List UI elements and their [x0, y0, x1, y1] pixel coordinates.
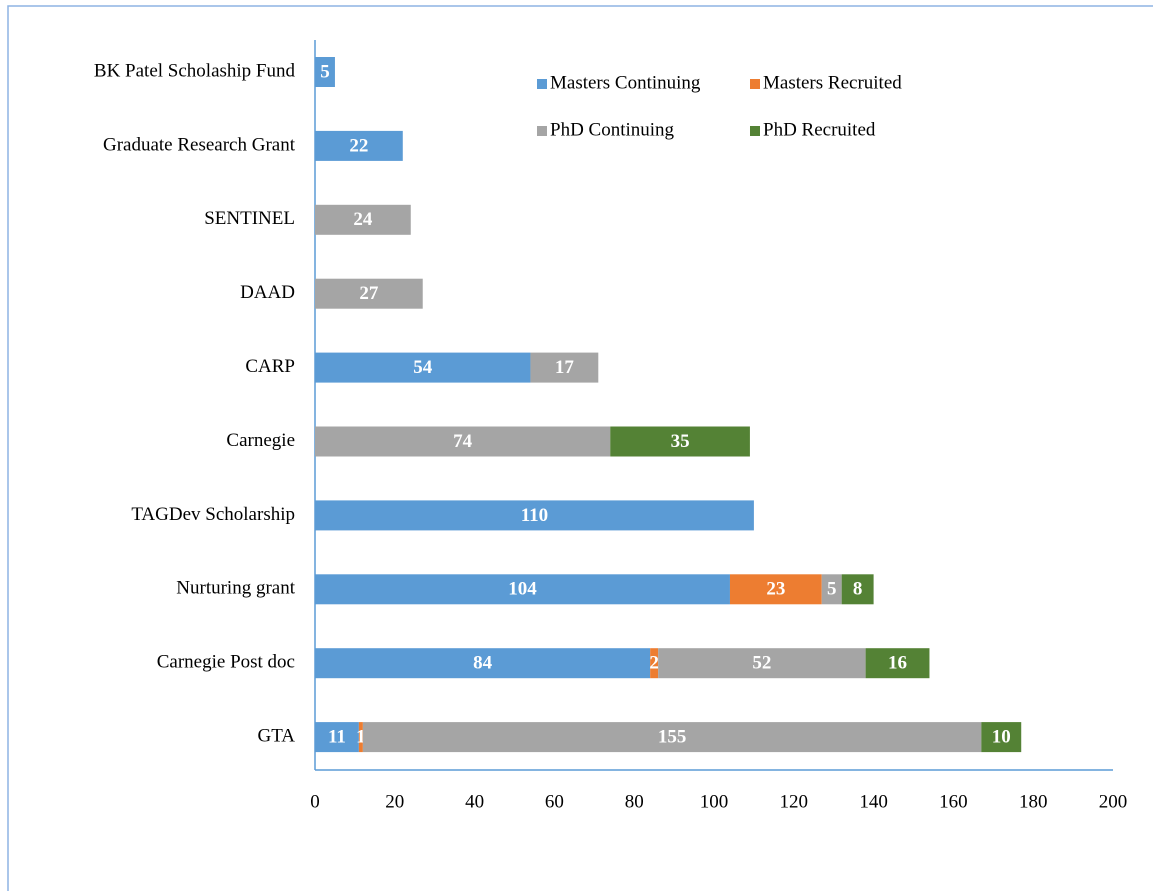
legend-swatch — [750, 79, 760, 89]
bar-segment — [315, 722, 359, 753]
bar-segment — [315, 574, 730, 605]
bar-segment — [821, 574, 842, 605]
data-label: 155 — [658, 726, 687, 747]
legend-swatch — [537, 126, 547, 136]
bar-segment — [981, 722, 1022, 753]
x-tick-label: 180 — [1019, 791, 1048, 812]
x-tick-label: 20 — [385, 791, 404, 812]
legend-label: PhD Continuing — [550, 119, 675, 140]
bar-segment — [315, 352, 531, 383]
bar-segment — [315, 500, 754, 531]
y-tick-label: CARP — [245, 356, 295, 377]
y-tick-label: GTA — [257, 725, 295, 746]
legend-swatch — [750, 126, 760, 136]
bar-segment — [315, 130, 403, 161]
bar-segment — [729, 574, 822, 605]
bar-segment — [315, 57, 335, 87]
y-tick-label: Nurturing grant — [176, 578, 295, 599]
y-tick-label: DAAD — [240, 282, 295, 303]
x-tick-label: 40 — [465, 791, 484, 812]
data-label: 104 — [508, 579, 537, 600]
x-tick-label: 100 — [700, 791, 729, 812]
x-tick-label: 0 — [310, 791, 320, 812]
x-tick-label: 200 — [1099, 791, 1128, 812]
bar-segment — [315, 426, 611, 457]
frame — [7, 5, 1153, 891]
y-tick-label: Carnegie — [226, 430, 295, 451]
bar-segment — [865, 648, 930, 679]
bar-segment — [358, 722, 363, 753]
x-tick-label: 80 — [625, 791, 644, 812]
bar-segment — [315, 648, 651, 679]
bar-segment — [841, 574, 874, 605]
data-label: 10 — [992, 726, 1011, 747]
y-tick-label: Carnegie Post doc — [157, 652, 295, 673]
data-label: 35 — [671, 431, 690, 452]
bar-segment — [362, 722, 982, 753]
bar-segment — [658, 648, 866, 679]
bar-segment — [610, 426, 750, 457]
data-label: 23 — [766, 579, 785, 600]
data-label: 22 — [349, 135, 368, 156]
data-label: 17 — [555, 357, 575, 378]
bar-segment — [530, 352, 599, 383]
bar-segment — [650, 648, 659, 679]
data-label: 27 — [359, 283, 379, 304]
bar-segment — [315, 278, 423, 309]
data-label: 1 — [356, 726, 366, 747]
bar-segment — [315, 204, 411, 235]
x-tick-label: 60 — [545, 791, 564, 812]
data-label: 8 — [853, 579, 863, 600]
y-tick-label: Graduate Research Grant — [103, 134, 296, 155]
legend-label: Masters Continuing — [550, 72, 701, 93]
data-label: 5 — [320, 61, 330, 82]
legend-swatch — [537, 79, 547, 89]
data-label: 52 — [752, 653, 771, 674]
data-label: 5 — [827, 579, 837, 600]
legend-label: Masters Recruited — [763, 72, 902, 93]
data-label: 16 — [888, 653, 907, 674]
y-tick-label: TAGDev Scholarship — [131, 504, 295, 525]
data-label: 2 — [649, 653, 659, 674]
x-tick-label: 120 — [780, 791, 809, 812]
y-tick-label: BK Patel Scholaship Fund — [94, 60, 296, 81]
y-tick-label: SENTINEL — [204, 208, 295, 229]
x-tick-label: 140 — [859, 791, 888, 812]
data-label: 54 — [413, 357, 433, 378]
data-label: 84 — [473, 653, 493, 674]
data-label: 11 — [328, 726, 346, 747]
legend-label: PhD Recruited — [763, 119, 876, 140]
x-tick-label: 160 — [939, 791, 968, 812]
data-label: 74 — [453, 431, 473, 452]
data-label: 24 — [353, 209, 373, 230]
data-label: 110 — [521, 505, 548, 526]
